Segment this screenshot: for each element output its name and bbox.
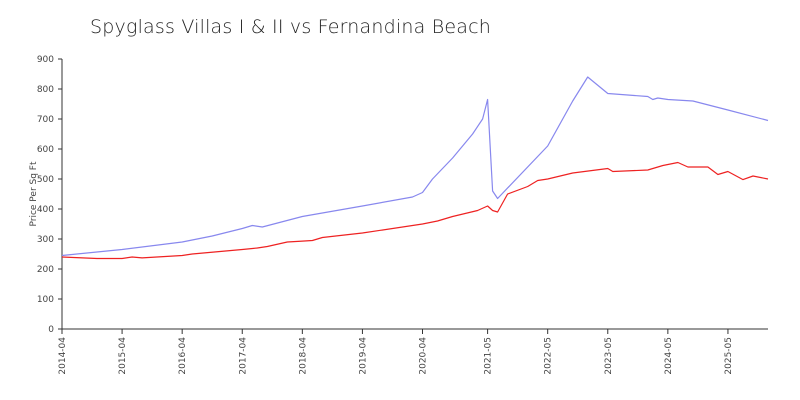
x-tick-label: 2022-05 — [544, 337, 554, 375]
y-axis-title-group: Price Per Sq Ft — [29, 161, 39, 226]
x-tick-label: 2020-04 — [419, 337, 429, 375]
y-axis: 0 100 200 300 400 500 600 700 800 900 — [37, 55, 63, 335]
x-tick-label: 2015-04 — [118, 337, 128, 375]
x-tick-label: 2016-04 — [178, 337, 188, 375]
y-tick-label: 100 — [37, 295, 54, 305]
x-tick-label: 2024-05 — [664, 337, 674, 375]
chart-title: Spyglass Villas I & II vs Fernandina Bea… — [90, 16, 491, 38]
y-tick-label: 600 — [37, 145, 54, 155]
x-tick-label: 2018-04 — [298, 337, 308, 375]
series-line-2 — [61, 161, 769, 260]
y-tick-label: 700 — [37, 115, 54, 125]
x-tick-label: 2025-05 — [724, 337, 734, 375]
y-tick-label: 800 — [37, 85, 54, 95]
y-tick-label: 300 — [37, 235, 54, 245]
y-tick-label: 0 — [48, 325, 54, 335]
x-tick-label: 2023-05 — [604, 337, 614, 375]
x-axis: 2014-04 2015-04 2016-04 2017-04 2018-04 2019-… — [58, 328, 768, 375]
y-tick-label: 900 — [37, 55, 54, 65]
y-tick-label: 200 — [37, 265, 54, 275]
y-axis-title: Price Per Sq Ft — [29, 161, 39, 226]
series-line-1 — [61, 76, 769, 257]
series-lines — [61, 76, 769, 260]
x-tick-label: 2017-04 — [238, 337, 248, 375]
y-tick-label: 400 — [37, 205, 54, 215]
x-tick-label: 2019-04 — [358, 337, 368, 375]
y-tick-label: 500 — [37, 175, 54, 185]
x-tick-label: 2014-04 — [58, 337, 68, 375]
x-tick-label: 2021-05 — [484, 337, 494, 375]
